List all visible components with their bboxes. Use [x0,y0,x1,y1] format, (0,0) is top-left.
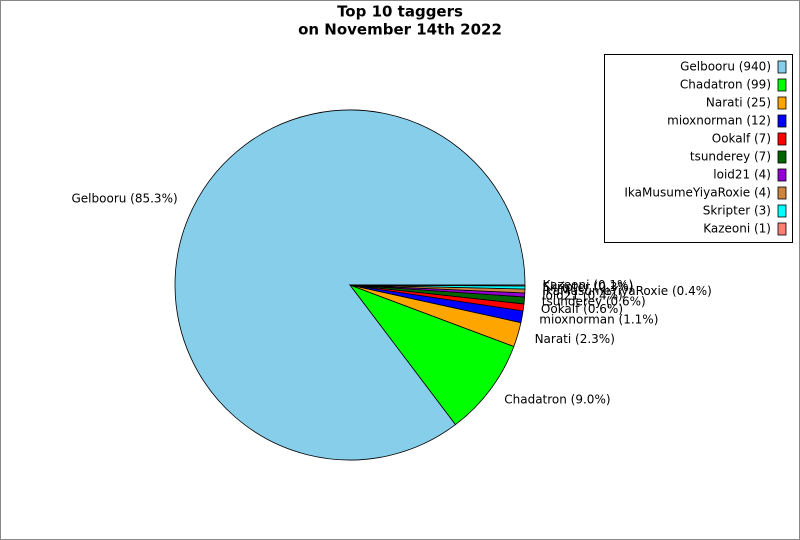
wedge-label: Kazeoni (0.1%) [542,278,633,292]
legend-box [604,54,793,243]
legend-swatch [777,186,787,200]
legend-label: mioxnorman (12) [667,114,771,128]
legend-label: tsunderey (7) [690,150,771,164]
wedge-label: tsunderey (0.6%) [542,294,646,308]
chart-title: Top 10 taggers [337,3,463,21]
legend-swatch [777,78,787,92]
legend-label: Narati (25) [706,96,771,110]
wedge-label: IkaMusumeYiyaRoxie (0.4%) [542,284,711,298]
wedge-label: Ookalf (0.6%) [541,302,623,316]
legend-label: IkaMusumeYiyaRoxie (4) [624,186,771,200]
legend-label: Ookalf (7) [712,132,771,146]
wedge-label: Gelbooru (85.3%) [72,192,178,206]
legend-label: Kazeoni (1) [703,222,771,236]
legend-swatch [777,114,787,128]
wedge-label: Skripter (0.3%) [542,280,633,294]
legend-label: loid21 (4) [713,168,771,182]
legend-swatch [777,60,787,74]
legend-label: Gelbooru (940) [680,60,771,74]
legend-swatch [777,204,787,218]
legend-swatch [777,222,787,236]
legend-swatch [777,168,787,182]
wedge-label: mioxnorman (1.1%) [539,312,658,326]
wedge-label: Chadatron (9.0%) [504,393,610,407]
wedge [348,284,515,426]
wedge-label: Narati (2.3%) [535,332,615,346]
legend-label: Chadatron (99) [680,78,771,92]
wedge-label: loid21 (0.4%) [542,288,623,302]
legend-swatch [777,150,787,164]
legend-label: Skripter (3) [703,204,771,218]
wedge [349,284,526,287]
chart-title: on November 14th 2022 [298,21,502,39]
legend-swatch [777,132,787,146]
legend-swatch [777,96,787,110]
